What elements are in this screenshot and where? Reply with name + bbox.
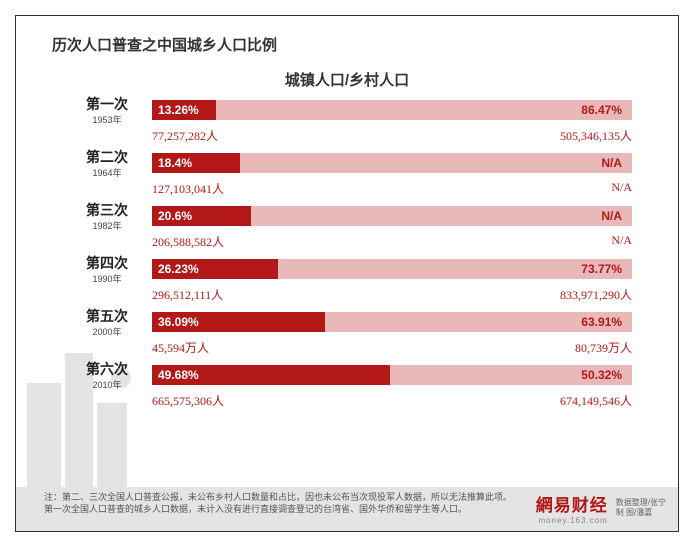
stacked-bar: 36.09%63.91% [152,312,632,332]
urban-count: 77,257,282人 [152,127,218,144]
census-ordinal: 第三次 [62,200,152,220]
rural-count: 505,346,135人 [560,127,632,144]
brand-logo: 網易财经 [536,491,608,516]
census-bar-row: 第四次1990年26.23%73.77% [62,253,632,285]
brand-url: money.163.com [536,516,608,525]
footnote: 注：第二、三次全国人口普查公报，未公布乡村人口数量和占比，因也未公布当次现役军人… [44,491,512,515]
stacked-bar: 26.23%73.77% [152,259,632,279]
census-ordinal: 第四次 [62,253,152,273]
footnote-line: 第一次全国人口普查的城乡人口数据，未计入没有进行直接调查登记的台湾省、国外华侨和… [44,503,512,515]
rural-segment: 86.47% [216,100,632,120]
urban-count: 296,512,111人 [152,286,223,303]
brand-block: 網易财经 money.163.com 数据整理/张宁 制 图/潘嘉 [536,491,666,525]
chart-frame: 历次人口普查之中国城乡人口比例 城镇人口/乡村人口 第一次1953年13.26%… [15,15,679,532]
rural-count: N/A [611,180,632,197]
urban-count: 206,588,582人 [152,233,224,250]
urban-segment: 20.6% [152,206,251,226]
census-label: 第二次1964年 [62,147,152,179]
count-cell: 127,103,041人 N/A [152,180,632,197]
census-count-row: 127,103,041人 N/A [62,180,632,197]
census-bar-row: 第一次1953年13.26%86.47% [62,94,632,126]
background-buildings-deco [16,323,146,503]
count-cell: 206,588,582人 N/A [152,233,632,250]
urban-segment: 26.23% [152,259,278,279]
footer-bar: 注：第二、三次全国人口普查公报，未公布乡村人口数量和占比，因也未公布当次现役军人… [16,487,678,531]
rural-segment: 73.77% [278,259,632,279]
census-count-row: 665,575,306人 674,149,546人 [62,392,632,409]
count-cell: 665,575,306人 674,149,546人 [152,392,632,409]
rural-count: 674,149,546人 [560,392,632,409]
rural-segment: N/A [240,153,632,173]
urban-segment: 49.68% [152,365,390,385]
stacked-bar: 13.26%86.47% [152,100,632,120]
urban-segment: 18.4% [152,153,240,173]
census-label: 第三次1982年 [62,200,152,232]
census-bar-row: 第三次1982年20.6%N/A [62,200,632,232]
brand-credit: 数据整理/张宁 [616,498,666,508]
rural-segment: 63.91% [325,312,632,332]
rural-count: N/A [611,233,632,250]
census-label: 第四次1990年 [62,253,152,285]
census-bar-row: 第六次2010年49.68%50.32% [62,359,632,391]
stacked-bar: 18.4%N/A [152,153,632,173]
stacked-bar: 49.68%50.32% [152,365,632,385]
census-year: 1953年 [62,113,152,126]
rural-segment: N/A [251,206,632,226]
urban-count: 127,103,041人 [152,180,224,197]
census-count-row: 296,512,111人 833,971,290人 [62,286,632,303]
urban-segment: 13.26% [152,100,216,120]
urban-count: 665,575,306人 [152,392,224,409]
count-cell: 296,512,111人 833,971,290人 [152,286,632,303]
chart-title: 历次人口普查之中国城乡人口比例 [16,16,678,55]
stacked-bar: 20.6%N/A [152,206,632,226]
brand-credit: 制 图/潘嘉 [616,508,666,518]
census-count-row: 45,594万人 80,739万人 [62,339,632,356]
rural-count: 833,971,290人 [560,286,632,303]
census-bar-row: 第二次1964年18.4%N/A [62,147,632,179]
rural-segment: 50.32% [390,365,632,385]
census-bar-row: 第五次2000年36.09%63.91% [62,306,632,338]
census-year: 1982年 [62,219,152,232]
census-year: 1990年 [62,272,152,285]
chart-subtitle: 城镇人口/乡村人口 [16,69,678,90]
count-cell: 77,257,282人 505,346,135人 [152,127,632,144]
rural-count: 80,739万人 [575,339,632,356]
census-count-row: 206,588,582人 N/A [62,233,632,250]
census-ordinal: 第一次 [62,94,152,114]
census-label: 第一次1953年 [62,94,152,126]
urban-segment: 36.09% [152,312,325,332]
census-ordinal: 第二次 [62,147,152,167]
count-cell: 45,594万人 80,739万人 [152,339,632,356]
urban-count: 45,594万人 [152,339,209,356]
footnote-line: 注：第二、三次全国人口普查公报，未公布乡村人口数量和占比，因也未公布当次现役军人… [44,491,512,503]
census-year: 1964年 [62,166,152,179]
census-count-row: 77,257,282人 505,346,135人 [62,127,632,144]
